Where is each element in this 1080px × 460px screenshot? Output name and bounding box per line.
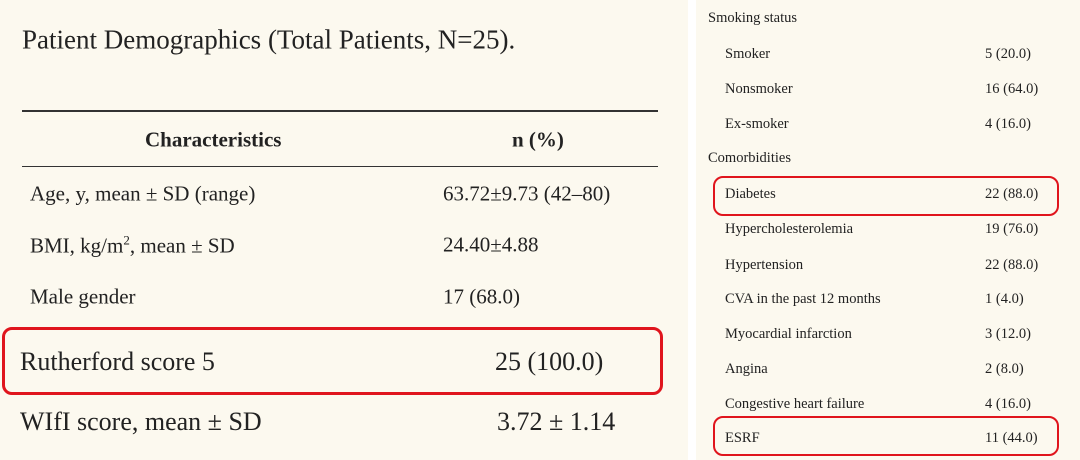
row-value: 2 (8.0) [985,360,1024,377]
row-label: CVA in the past 12 months [725,290,881,307]
table-top-rule [22,110,658,112]
row-label: Male gender [30,284,136,309]
label-part: , mean ± SD [129,233,235,258]
row-value: 16 (64.0) [985,80,1039,97]
row-value: 3.72 ± 1.14 [497,407,616,436]
row-label: Age, y, mean ± SD (range) [30,181,256,206]
row-label: Hypercholesterolemia [725,220,854,237]
superscript: 2 [123,232,130,248]
header-rule [22,166,658,167]
row-value: 4 (16.0) [985,115,1031,132]
row-label: Nonsmoker [725,80,793,97]
section-heading: Comorbidities [708,149,791,166]
row-value: 3 (12.0) [985,325,1031,342]
title: Patient Demographics (Total Patients, N=… [22,24,516,55]
row-value: 25 (100.0) [495,347,604,376]
row-label: Smoker [725,45,771,62]
row-label: Myocardial infarction [725,325,852,342]
row-label: BMI, kg/m2, mean ± SD [30,232,235,258]
row-label: Congestive heart failure [725,395,865,412]
label-part: BMI, kg/m [30,233,124,258]
left-panel [0,0,688,460]
row-value: 63.72±9.73 (42–80) [443,181,611,206]
highlight-box [2,327,663,395]
row-value: 22 (88.0) [985,256,1039,273]
row-label: Ex-smoker [725,115,789,132]
row-value: 17 (68.0) [443,284,520,309]
highlight-box [713,176,1059,216]
row-value: 11 (44.0) [985,429,1038,446]
row-label: Angina [725,360,768,377]
header-cell: Characteristics [145,127,282,152]
row-label: Diabetes [725,185,776,202]
row-value: 4 (16.0) [985,395,1031,412]
row-value: 24.40±4.88 [443,232,539,257]
row-value: 22 (88.0) [985,185,1039,202]
row-label: ESRF [725,429,760,446]
row-label: WIfI score, mean ± SD [20,407,262,436]
row-value: 5 (20.0) [985,45,1031,62]
highlight-box [713,416,1059,456]
right-panel [696,0,1080,460]
section-heading: Smoking status [708,9,798,26]
row-value: 19 (76.0) [985,220,1039,237]
row-label: Rutherford score 5 [20,347,215,376]
header-cell: n (%) [512,127,564,152]
row-label: Hypertension [725,256,804,273]
row-value: 1 (4.0) [985,290,1024,307]
